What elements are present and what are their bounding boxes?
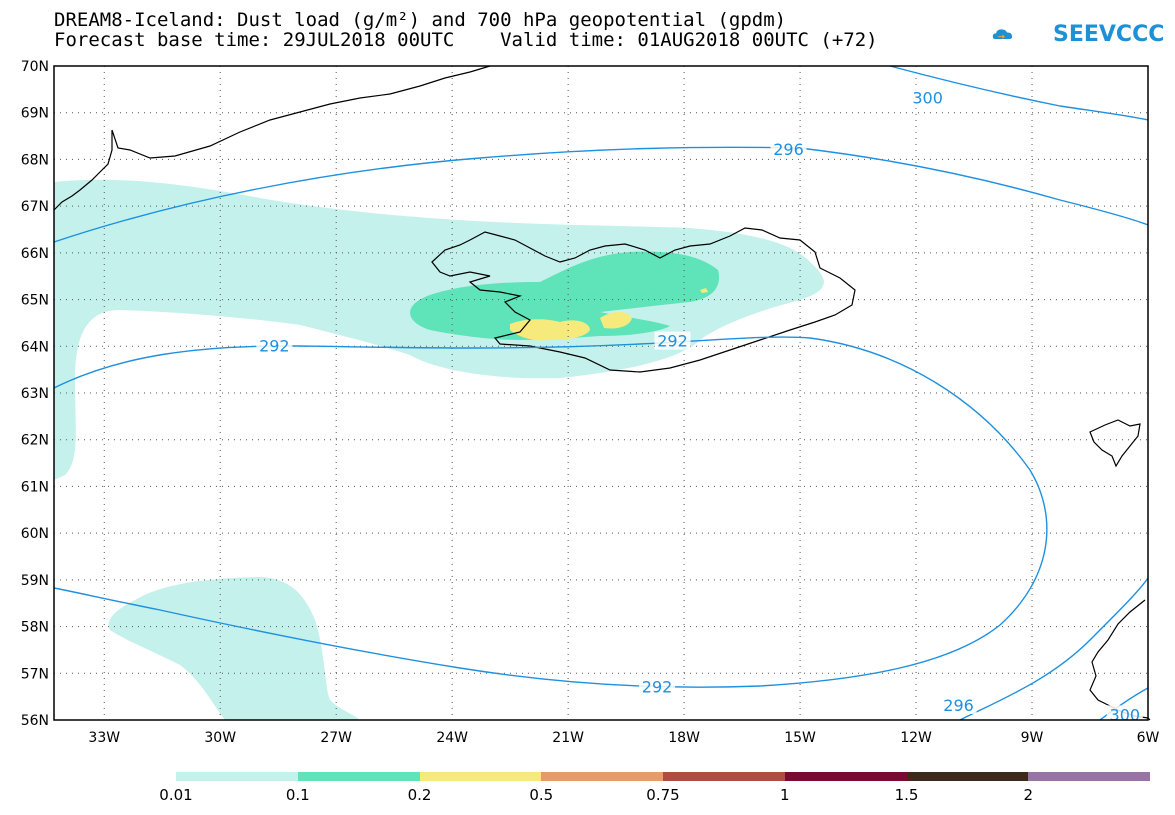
greenland-coast <box>53 65 491 211</box>
lat-tick-label: 70N <box>21 59 49 75</box>
colorbar-swatch <box>419 772 542 781</box>
contour-296-north <box>53 146 1149 243</box>
contour-label: 292 <box>657 332 688 351</box>
chart-title: DREAM8-Iceland: Dust load (g/m²) and 700… <box>54 9 787 31</box>
contour-label: 296 <box>773 140 804 159</box>
lon-tick-label: 12W <box>900 730 932 746</box>
lon-tick-label: 9W <box>1021 730 1044 746</box>
lat-tick-label: 65N <box>21 293 49 309</box>
contour-296-south <box>959 577 1149 721</box>
lat-tick-label: 59N <box>21 573 49 589</box>
contour-label-bg <box>256 336 293 355</box>
lat-tick-label: 69N <box>21 106 49 122</box>
contour-300 <box>889 65 1149 121</box>
dust-area-0.01-south <box>108 577 360 720</box>
colorbar-label: 0.1 <box>285 786 310 804</box>
contour-label-bg <box>770 140 807 159</box>
lat-tick-label: 67N <box>21 199 49 215</box>
colorbar-swatch <box>541 772 663 781</box>
colorbar-label: 0.5 <box>529 786 554 804</box>
lat-tick-label: 60N <box>21 526 49 542</box>
contour-label: 292 <box>259 336 290 355</box>
lon-tick-label: 30W <box>204 730 236 746</box>
lon-tick-label: 24W <box>436 730 468 746</box>
colorbar-swatch <box>1028 772 1150 781</box>
contour-label-bg <box>639 677 676 696</box>
colorbar-label: 0.01 <box>159 786 193 804</box>
colorbar-swatch <box>663 772 785 781</box>
lat-tick-label: 66N <box>21 246 49 262</box>
colorbar-label: 1 <box>779 786 790 804</box>
lat-tick-label: 61N <box>21 479 49 495</box>
contour-label-bg <box>654 331 691 350</box>
longitude-labels: 33W 30W 27W 24W 21W 18W 15W 12W 9W 6W <box>88 730 1159 746</box>
contour-label: 300 <box>1110 705 1141 724</box>
lat-tick-label: 62N <box>21 433 49 449</box>
lat-tick-label: 56N <box>21 713 49 729</box>
dust-area-0.2 <box>510 319 590 341</box>
map-border <box>53 65 1149 721</box>
dust-area-0.2b <box>600 312 632 329</box>
logo-text: SEEVCCC <box>1053 22 1165 47</box>
contour-label-bg <box>909 88 946 107</box>
geopotential-contours <box>53 65 1149 721</box>
lat-tick-label: 68N <box>21 152 49 168</box>
colorbar-label: 2 <box>1023 786 1034 804</box>
contour-label-bg <box>940 695 977 714</box>
colorbar-swatch <box>906 772 1029 781</box>
colorbar-swatch <box>784 772 907 781</box>
contour-labels: 300 296 292 292 292 296 300 <box>256 88 1143 724</box>
latitude-labels: 70N 69N 68N 67N 66N 65N 64N 63N 62N 61N 60N 59N 58N 5… <box>21 59 49 729</box>
dust-fill-layer <box>54 179 824 720</box>
colorbar-swatch <box>176 772 298 781</box>
cloud-logo-icon <box>992 29 1013 39</box>
colorbar-label: 0.2 <box>407 786 432 804</box>
lon-tick-label: 27W <box>320 730 352 746</box>
contour-300-south <box>1099 687 1149 721</box>
lon-tick-label: 18W <box>668 730 700 746</box>
colorbar-label: 1.5 <box>894 786 919 804</box>
lon-tick-label: 33W <box>88 730 120 746</box>
contour-label: 292 <box>642 677 673 696</box>
chart-subtitle: Forecast base time: 29JUL2018 00UTC Vali… <box>54 29 878 51</box>
lat-tick-label: 57N <box>21 666 49 682</box>
contour-label-bg <box>1106 705 1143 724</box>
faroe-coast <box>1089 419 1141 468</box>
dust-area-0.2c <box>700 288 708 293</box>
contour-292-north <box>53 336 1048 688</box>
contour-label: 300 <box>912 89 943 108</box>
lat-tick-label: 63N <box>21 386 49 402</box>
lon-tick-label: 21W <box>552 730 584 746</box>
lon-tick-label: 6W <box>1137 730 1160 746</box>
scotland-coast <box>1089 599 1151 721</box>
lat-tick-label: 58N <box>21 620 49 636</box>
lon-tick-label: 15W <box>784 730 816 746</box>
iceland-coast <box>431 227 856 373</box>
dust-area-0.1 <box>410 251 720 340</box>
lat-tick-label: 64N <box>21 339 49 355</box>
contour-label: 296 <box>943 696 974 715</box>
colorbar-label: 0.75 <box>646 786 680 804</box>
colorbar-swatch <box>297 772 420 781</box>
